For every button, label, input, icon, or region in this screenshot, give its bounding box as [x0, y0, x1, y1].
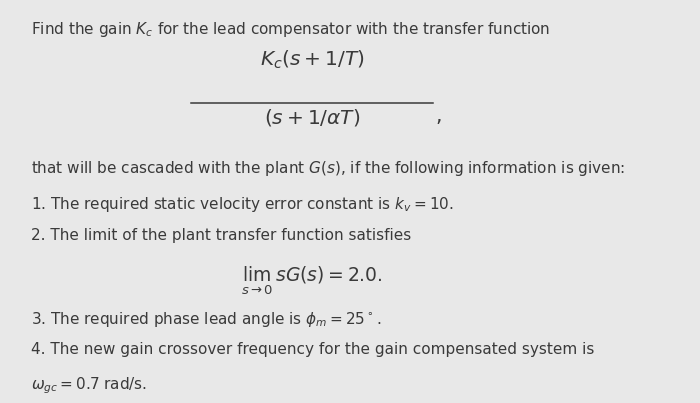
Text: 2. The limit of the plant transfer function satisfies: 2. The limit of the plant transfer funct…	[31, 228, 411, 243]
Text: $(s+1/\alpha T)$: $(s+1/\alpha T)$	[264, 106, 360, 127]
Text: 1. The required static velocity error constant is $k_v = 10$.: 1. The required static velocity error co…	[31, 195, 454, 214]
Text: Find the gain $K_c$ for the lead compensator with the transfer function: Find the gain $K_c$ for the lead compens…	[31, 21, 550, 39]
Text: $K_c(s+1/T)$: $K_c(s+1/T)$	[260, 49, 364, 71]
Text: $\underset{s\to 0}{\lim}\, sG(s) = 2.0.$: $\underset{s\to 0}{\lim}\, sG(s) = 2.0.$	[241, 265, 383, 297]
Text: 4. The new gain crossover frequency for the gain compensated system is: 4. The new gain crossover frequency for …	[31, 342, 594, 357]
Text: that will be cascaded with the plant $G(s)$, if the following information is giv: that will be cascaded with the plant $G(…	[31, 159, 625, 179]
Text: 3. The required phase lead angle is $\phi_m = 25^\circ$.: 3. The required phase lead angle is $\ph…	[31, 310, 381, 329]
Text: ,: ,	[435, 106, 442, 125]
Text: $\omega_{gc} = 0.7$ rad/s.: $\omega_{gc} = 0.7$ rad/s.	[31, 376, 147, 397]
